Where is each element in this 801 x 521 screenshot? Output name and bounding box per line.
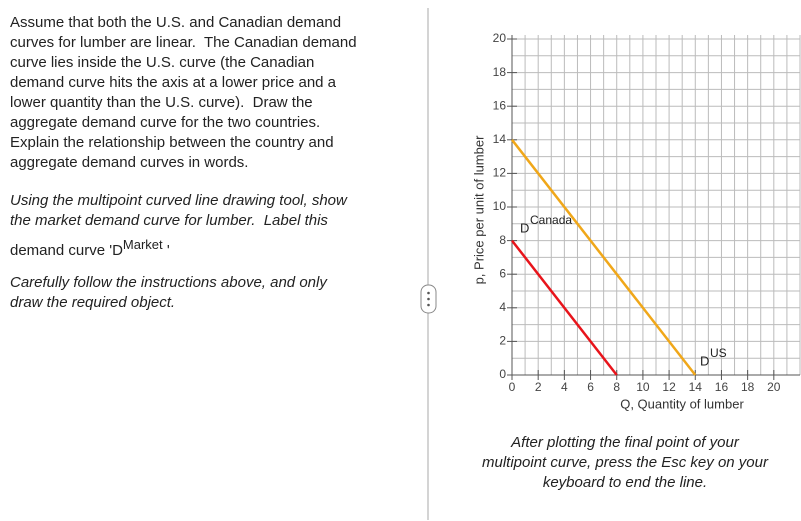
instruction-text: demand curve 'D: [10, 242, 123, 259]
intro-line: demand curve hits the axis at a lower pr…: [10, 74, 337, 91]
y-tick-label: 8: [499, 233, 506, 247]
note-line: After plotting the final point of your: [511, 434, 739, 451]
y-tick-label: 12: [493, 166, 507, 180]
intro-line: aggregate demand curves in words.: [10, 154, 249, 171]
curve-label-sup: US: [710, 346, 727, 360]
x-tick-label: 2: [535, 380, 542, 394]
demand-curve: [511, 139, 697, 376]
x-tick-label: 0: [509, 380, 516, 394]
handle-dot: [427, 291, 430, 295]
x-tick-label: 6: [587, 380, 594, 394]
x-tick-label: 4: [561, 380, 568, 394]
x-axis-label: Q, Quantity of lumber: [620, 396, 744, 411]
y-tick-label: 4: [499, 300, 506, 314]
intro-line: lower quantity than the U.S. curve). Dra…: [10, 94, 313, 111]
x-tick-label: 18: [741, 380, 755, 394]
y-tick-label: 0: [499, 367, 506, 381]
intro-line: Explain the relationship between the cou…: [10, 134, 334, 151]
caution-line: Carefully follow the instructions above,…: [10, 274, 327, 291]
note-line: keyboard to end the line.: [542, 474, 708, 491]
curve-label-sup: Canada: [530, 213, 572, 227]
handle-dot: [427, 303, 430, 307]
x-tick-label: 10: [636, 380, 650, 394]
intro-line: Assume that both the U.S. and Canadian d…: [10, 14, 342, 31]
demand-curve: [511, 239, 618, 376]
y-tick-label: 18: [493, 65, 507, 79]
note-line: multipoint curve, press the Esc key on y…: [482, 454, 768, 471]
x-tick-label: 16: [715, 380, 729, 394]
label-end: ': [162, 242, 170, 259]
x-tick-label: 14: [689, 380, 703, 394]
x-tick-label: 20: [767, 380, 781, 394]
caution-line: draw the required object.: [10, 294, 176, 311]
instruction-line: demand curve 'DMarket ': [10, 235, 170, 261]
instruction-line: Using the multipoint curved line drawing…: [10, 192, 347, 209]
instruction-line: the market demand curve for lumber. Labe…: [10, 212, 328, 229]
y-tick-label: 20: [493, 31, 507, 45]
intro-line: aggregate demand curve for the two count…: [10, 114, 321, 131]
x-tick-label: 8: [613, 380, 620, 394]
y-tick-label: 2: [499, 334, 506, 348]
y-axis-label: p, Price per unit of lumber: [471, 135, 486, 285]
curve-label: D: [700, 353, 709, 368]
y-tick-label: 6: [499, 266, 506, 280]
intro-line: curves for lumber are linear. The Canadi…: [10, 34, 357, 51]
y-tick-label: 14: [493, 132, 507, 146]
x-tick-label: 12: [662, 380, 676, 394]
handle-dot: [427, 297, 430, 301]
label-superscript: Market: [122, 237, 163, 252]
curve-label: D: [520, 220, 529, 235]
y-tick-label: 16: [493, 98, 507, 112]
intro-line: curve lies inside the U.S. curve (the Ca…: [10, 54, 315, 71]
y-tick-label: 10: [493, 199, 507, 213]
